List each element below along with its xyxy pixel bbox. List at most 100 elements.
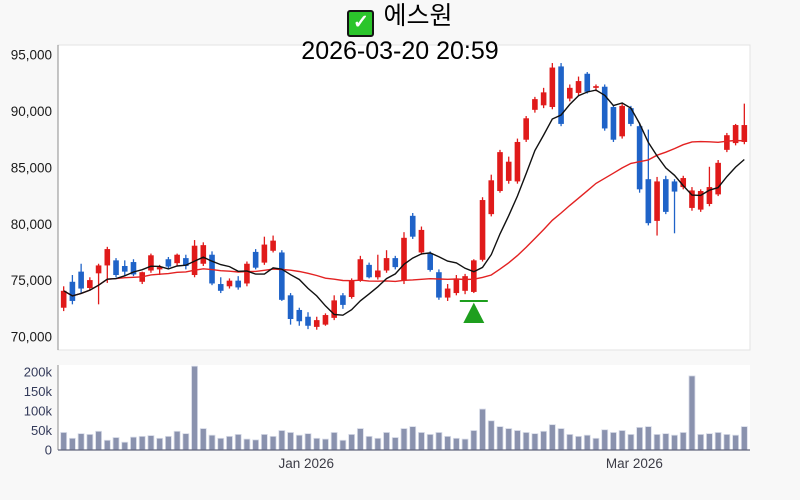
candle-body [392, 258, 399, 268]
volume-bar [671, 434, 678, 451]
candle-body [671, 181, 678, 192]
volume-bar [383, 432, 390, 451]
volume-bar [566, 434, 574, 451]
volume-bar [226, 435, 233, 451]
volume-bar [95, 430, 102, 451]
checkmark-glyph: ✓ [353, 12, 369, 33]
price-axis-label: 70,000 [11, 330, 52, 345]
volume-bar [601, 429, 609, 451]
candle-body [95, 265, 102, 274]
volume-bar [557, 428, 565, 451]
volume-bar [208, 434, 216, 451]
volume-bar [732, 434, 740, 451]
volume-bar [339, 439, 347, 451]
volume-bar [191, 365, 198, 451]
candle-body [305, 316, 311, 326]
volume-bar [409, 426, 417, 451]
candle-body [732, 125, 739, 144]
volume-bar [60, 432, 68, 451]
volume-bar [68, 437, 76, 451]
candle-body [628, 108, 634, 124]
candle-body [348, 280, 355, 298]
price-axis-label: 85,000 [11, 160, 52, 175]
ma-long-line [63, 139, 745, 297]
volume-axis-label: 0 [45, 443, 52, 458]
candle-body [113, 260, 119, 276]
price-axis-label: 75,000 [11, 273, 52, 288]
candle-body [462, 276, 468, 291]
candle-body [724, 135, 730, 150]
volume-bar [618, 430, 626, 451]
volume-bar [112, 437, 120, 451]
candle-body [471, 260, 477, 292]
volume-axis-label: 100k [24, 404, 53, 419]
price-axis-label: 90,000 [11, 104, 52, 119]
volume-bar [653, 434, 661, 451]
candle-body [584, 73, 591, 92]
candle-body [514, 141, 521, 182]
volume-bar [400, 428, 408, 451]
candle-body [279, 252, 285, 300]
volume-bar [330, 432, 338, 451]
volume-bar [487, 420, 495, 451]
candle-body [322, 315, 329, 325]
candle-body [383, 258, 390, 271]
volume-bar [156, 437, 164, 451]
candle-body [444, 288, 451, 298]
candle-body [453, 279, 460, 294]
volume-bar [540, 430, 548, 451]
volume-bar [706, 433, 713, 451]
volume-bar [697, 434, 705, 451]
candle-body [313, 320, 320, 327]
volume-bar [714, 432, 722, 451]
volume-bar [662, 433, 670, 451]
volume-bar [182, 433, 190, 451]
volume-bar [592, 437, 600, 451]
candle-body [69, 281, 76, 301]
volume-axis-label: 50k [31, 423, 52, 438]
candle-body [366, 264, 372, 278]
volume-bar [435, 432, 443, 451]
volume-bar [461, 438, 469, 451]
volume-bar [418, 432, 425, 451]
volume-bar [322, 438, 329, 451]
volume-bar [356, 428, 364, 451]
candle-body [130, 262, 137, 275]
candle-body [645, 179, 652, 224]
volume-axis-label: 200k [24, 365, 53, 380]
candle-body [78, 271, 84, 289]
volume-bar [130, 436, 137, 451]
ma-short-line [63, 89, 745, 316]
candle-body [200, 245, 207, 264]
candle-body [689, 190, 695, 208]
candle-body [165, 259, 172, 267]
candle-body [331, 300, 337, 318]
symbol-name: 에스원 [383, 2, 453, 30]
volume-bar [173, 430, 181, 451]
candle-body [427, 253, 433, 270]
volume-bar [77, 433, 85, 451]
candle-body [401, 237, 407, 281]
candle-body [235, 280, 241, 288]
volume-bar [304, 433, 312, 451]
candle-body [375, 270, 381, 278]
symbol-title-row: ✓ 에스원 [0, 2, 800, 37]
candle-body [540, 92, 547, 106]
volume-bar [444, 435, 452, 451]
candle-body [680, 178, 687, 188]
price-panel [57, 44, 751, 351]
candle-body [296, 309, 303, 322]
candle-body [715, 162, 721, 195]
volume-bar [147, 435, 155, 451]
candle-body [697, 191, 704, 210]
volume-bar [391, 437, 399, 451]
checkbox-checked-icon[interactable]: ✓ [347, 10, 375, 37]
volume-bar [479, 408, 486, 451]
volume-bar [260, 434, 268, 451]
candle-body [418, 229, 425, 253]
volume-bar [103, 439, 111, 451]
volume-bar [287, 432, 294, 451]
candle-body [121, 265, 128, 272]
